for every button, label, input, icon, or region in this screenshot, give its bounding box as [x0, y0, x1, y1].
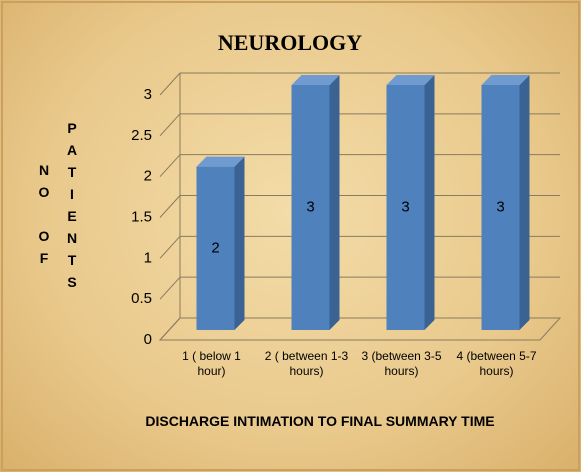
bar-face — [234, 156, 245, 330]
data-label: 3 — [496, 198, 504, 215]
y-tick-label: 0 — [144, 331, 152, 348]
bar — [481, 75, 530, 330]
data-label: 3 — [306, 198, 314, 215]
grid-line — [159, 195, 181, 218]
grid-line — [159, 154, 181, 178]
y-tick-label: 3 — [144, 86, 152, 103]
bar-face — [196, 156, 245, 167]
data-label: 2 — [211, 239, 219, 256]
bar-face — [386, 85, 425, 330]
grid-line — [159, 113, 181, 137]
x-tick-label: 2 ( between 1-3 hours) — [264, 349, 349, 378]
chart-title: NEUROLOGY — [218, 30, 362, 55]
data-label: 3 — [401, 198, 409, 215]
y-tick-label: 1.5 — [131, 208, 152, 225]
floor — [158, 317, 562, 341]
grid-line — [159, 276, 181, 300]
bar — [386, 75, 435, 330]
x-tick-label: 3 (between 3-5 hours) — [361, 349, 442, 378]
bar-face — [481, 75, 530, 85]
y-axis-label: PATIENTS — [64, 120, 80, 296]
y-tick-label: 1 — [144, 249, 152, 266]
x-axis-label: DISCHARGE INTIMATION TO FINAL SUMMARY TI… — [145, 413, 495, 429]
y-tick-label: 0.5 — [131, 290, 152, 307]
bar-face — [424, 75, 435, 330]
y-axis-label: NO OF — [36, 162, 52, 272]
grid-line — [159, 72, 181, 96]
y-tick-label: 2.5 — [131, 127, 152, 144]
bar-face — [291, 75, 340, 85]
bar-face — [329, 75, 340, 330]
bar-face — [519, 75, 530, 330]
bar-face — [481, 85, 520, 330]
grid-line — [159, 235, 181, 259]
bar-face — [291, 85, 330, 330]
bar-face — [386, 75, 435, 85]
bar-face — [196, 166, 235, 330]
bar — [196, 156, 245, 330]
y-tick-label: 2 — [144, 168, 152, 185]
x-tick-label: 1 ( below 1 hour) — [182, 349, 241, 378]
x-tick-label: 4 (between 5-7 hours) — [456, 349, 537, 378]
bar — [291, 75, 340, 330]
